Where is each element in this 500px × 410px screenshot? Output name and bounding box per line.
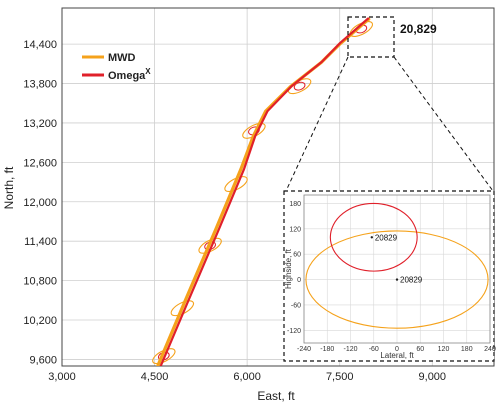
main-grid [61, 8, 494, 366]
legend-label-omega-superscript: X [145, 67, 151, 76]
inset-frame [283, 190, 495, 362]
legend-label-omega-text: Omega [108, 70, 146, 82]
inset-point-mwd [395, 278, 399, 281]
inset-x-axis-ticks: -240 -180 -120 -60 0 60 120 180 240 [297, 346, 496, 353]
inset-y-tick-label--60: -60 [291, 302, 301, 309]
inset-point-omega [370, 236, 374, 239]
y-axis-title: North, ft [2, 166, 16, 209]
y-tick-label-13-800: 13,800 [23, 79, 57, 91]
x-tick-label-6-000: 6,000 [233, 371, 261, 383]
inset-x-tick-label--120: -120 [343, 346, 357, 353]
inset-x-tick-label-240: 240 [484, 346, 496, 353]
inset-uncertainty-ellipses [305, 202, 489, 329]
y-tick-label-10-200: 10,200 [23, 315, 57, 327]
inset-x-tick-label--180: -180 [320, 346, 334, 353]
uncertainty-ellipse-mwd-6 [349, 21, 374, 37]
x-axis-title: East, ft [257, 389, 295, 403]
y-tick-label-12-600: 12,600 [23, 157, 57, 169]
inset-y-tick-label--120: -120 [287, 328, 301, 335]
inset-plot-frame [303, 194, 491, 344]
uncertainty-ellipse-mwd-3 [224, 176, 248, 193]
inset-y-tick-label-120: 120 [289, 226, 301, 233]
inset-grid [303, 195, 491, 343]
y-tick-label-14-400: 14,400 [23, 39, 57, 51]
inset-x-tick-label--60: -60 [369, 346, 379, 353]
inset-y-axis-title: Highside, ft [284, 248, 293, 289]
y-axis-ticks: 9,600 10,200 10,800 11,400 12,000 12,600 13,20… [23, 39, 57, 366]
inset-point-label-mwd: 20829 [400, 276, 423, 285]
series-line-omega [159, 17, 370, 366]
inset-x-tick-label-120: 120 [438, 346, 450, 353]
legend: MWD OmegaX [82, 52, 151, 82]
inset-ellipse-omega [329, 202, 418, 272]
y-tick-label-11-400: 11,400 [24, 236, 57, 248]
inset-y-tick-label-180: 180 [289, 201, 301, 208]
legend-label-omega: OmegaX [108, 67, 151, 82]
inset-x-axis-title: Lateral, ft [380, 351, 414, 360]
x-tick-label-7-500: 7,500 [326, 371, 354, 383]
inset-x-tick-label-180: 180 [461, 346, 473, 353]
zoom-connector-right [393, 56, 494, 192]
main-plot-frame [61, 7, 495, 367]
inset-points: 20829 20829 [370, 233, 423, 285]
y-tick-label-13-200: 13,200 [23, 118, 57, 130]
uncertainty-ellipse-mwd-1 [170, 300, 195, 317]
zoom-box [347, 16, 395, 58]
inset-x-tick-label-60: 60 [416, 346, 424, 353]
x-axis-ticks: 3,000 4,500 6,000 7,500 9,000 [48, 371, 446, 383]
x-tick-label-3-000: 3,000 [48, 371, 76, 383]
end-depth-label: 20,829 [400, 22, 437, 36]
inset-x-tick-label-0: 0 [395, 346, 399, 353]
trajectory-lines [156, 17, 371, 366]
y-tick-label-10-800: 10,800 [23, 276, 57, 288]
inset-panel: -240 -180 -120 -60 0 60 120 180 240 180 120 60 0 -60… [283, 190, 496, 362]
legend-label-mwd: MWD [108, 52, 136, 64]
zoom-connector-left [285, 56, 349, 192]
inset-y-axis-ticks: 180 120 60 0 -60 -120 [287, 201, 301, 335]
inset-y-tick-label-60: 60 [293, 252, 301, 259]
inset-y-tick-label-0: 0 [297, 277, 301, 284]
inset-x-tick-label--240: -240 [297, 346, 311, 353]
uncertainty-ellipse-mwd-2 [198, 237, 222, 254]
inset-ellipse-mwd [305, 230, 489, 329]
x-tick-label-9-000: 9,000 [419, 371, 447, 383]
x-tick-label-4-500: 4,500 [141, 371, 169, 383]
inset-point-label-omega: 20829 [375, 233, 398, 242]
uncertainty-ellipse-omega-10 [293, 81, 306, 91]
y-tick-label-12-000: 12,000 [23, 197, 57, 209]
y-tick-label-9-600: 9,600 [29, 354, 57, 366]
uncertainty-ellipse-mwd-0 [152, 348, 176, 365]
